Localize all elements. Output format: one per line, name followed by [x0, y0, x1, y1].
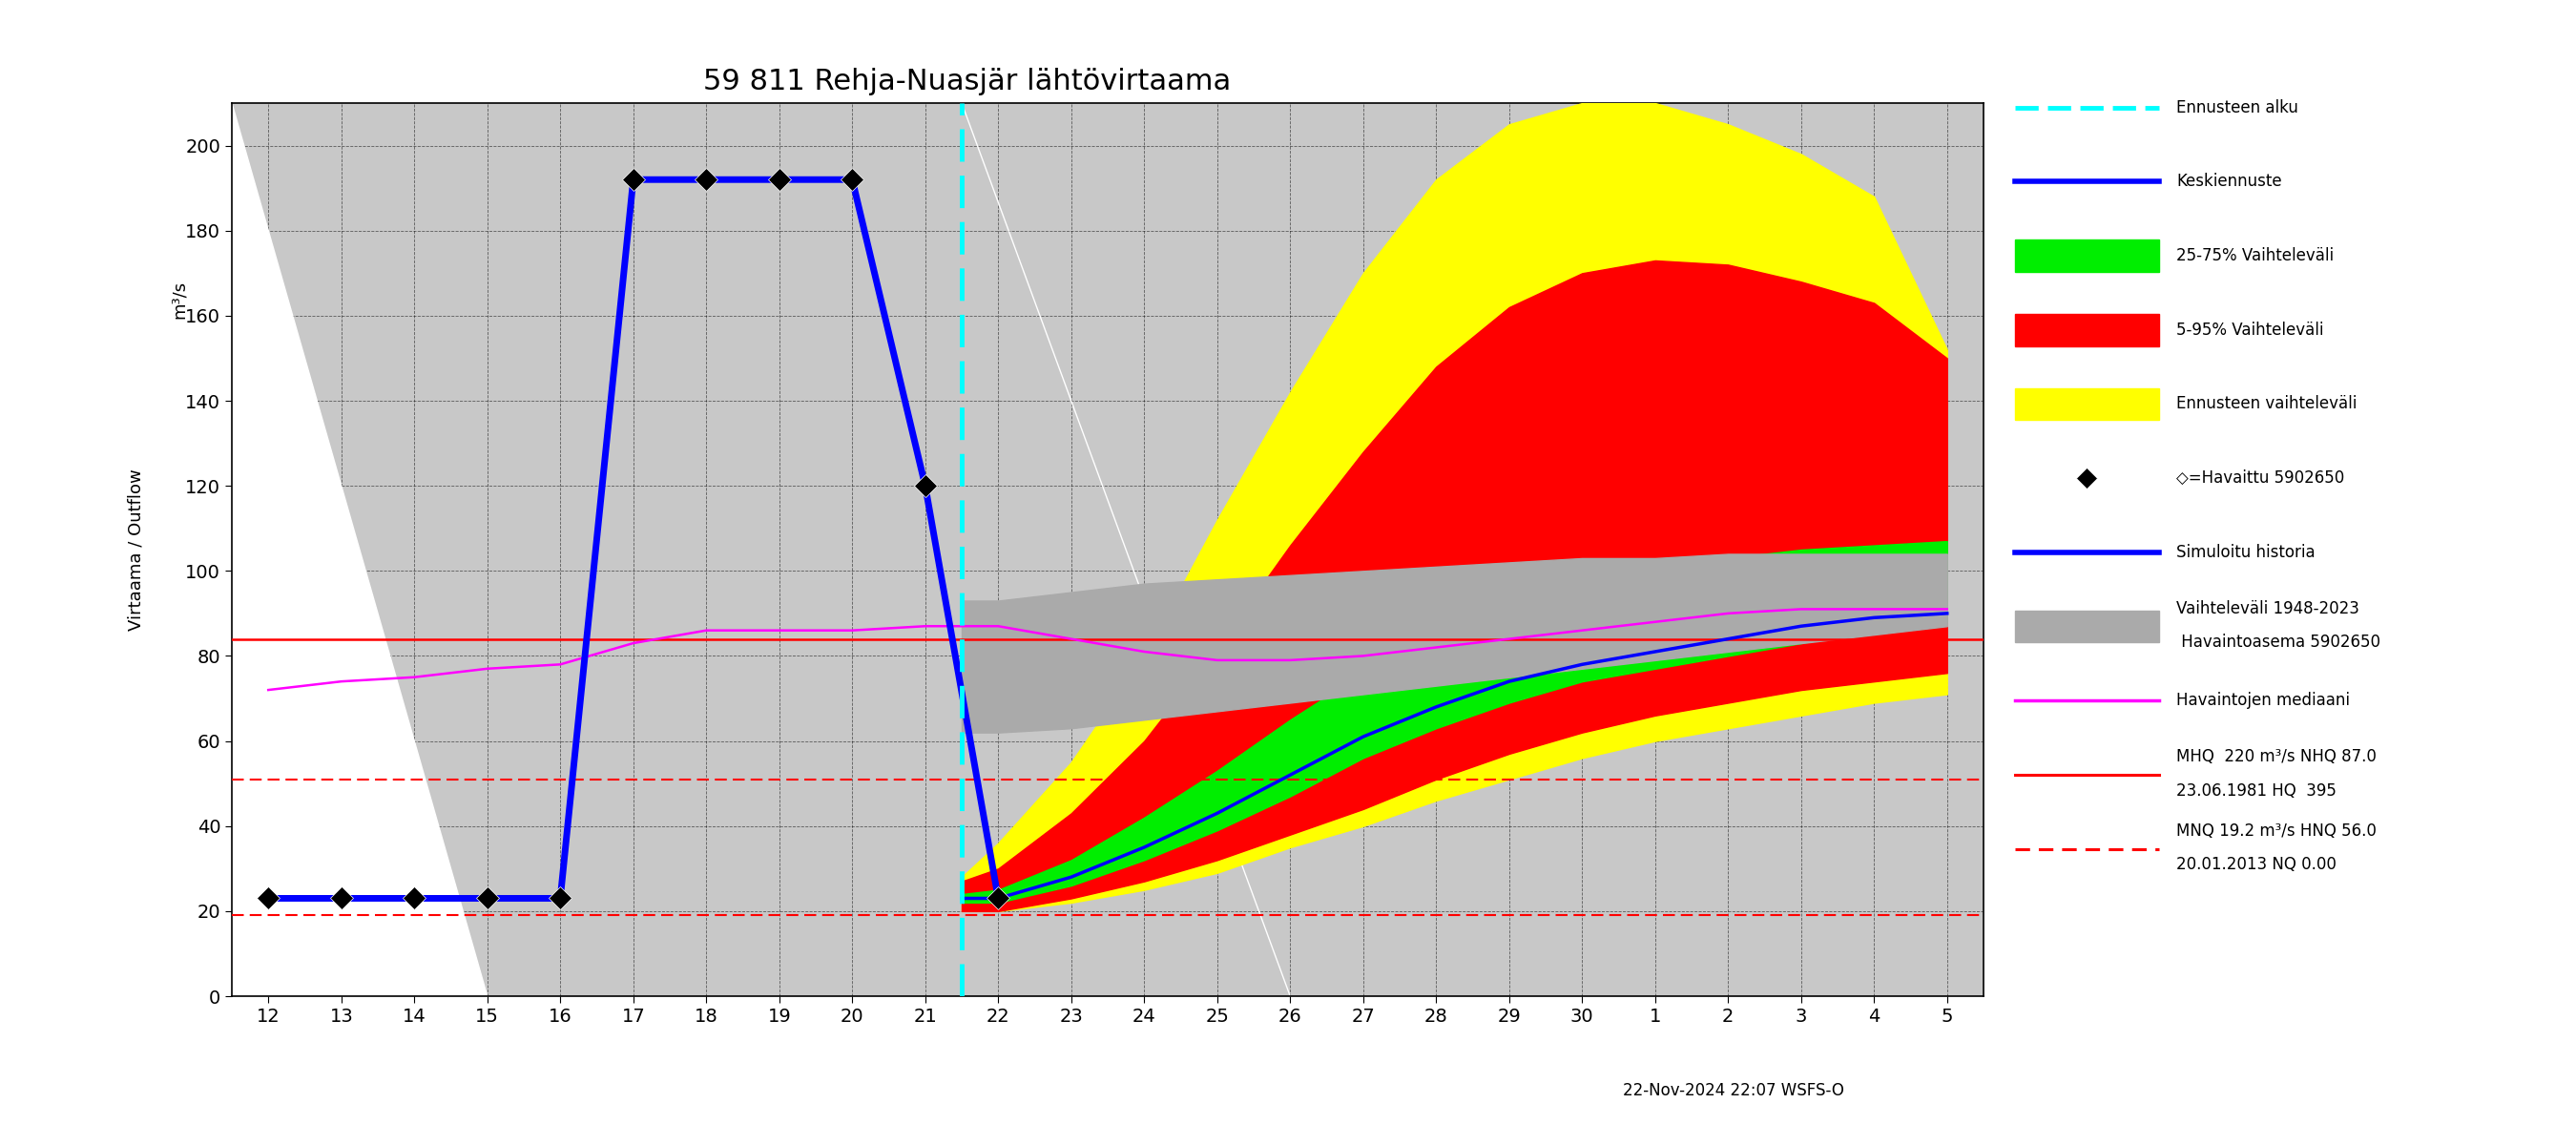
Text: MNQ 19.2 m³/s HNQ 56.0: MNQ 19.2 m³/s HNQ 56.0 [2177, 822, 2378, 839]
Text: Simuloitu historia: Simuloitu historia [2177, 544, 2316, 561]
Text: 23.06.1981 HQ  395: 23.06.1981 HQ 395 [2177, 782, 2336, 799]
Text: 5-95% Vaihteleväli: 5-95% Vaihteleväli [2177, 322, 2324, 339]
Text: 25-75% Vaihteleväli: 25-75% Vaihteleväli [2177, 247, 2334, 264]
Text: ◇=Havaittu 5902650: ◇=Havaittu 5902650 [2177, 469, 2344, 487]
Bar [2014, 314, 2159, 346]
Text: MHQ  220 m³/s NHQ 87.0: MHQ 220 m³/s NHQ 87.0 [2177, 748, 2378, 765]
Title: 59 811 Rehja-Nuasjär lähtövirtaama: 59 811 Rehja-Nuasjär lähtövirtaama [703, 68, 1231, 95]
Text: Virtaama / Outflow: Virtaama / Outflow [126, 468, 144, 631]
Text: Ennusteen vaihteleväli: Ennusteen vaihteleväli [2177, 395, 2357, 412]
Text: Ennusteen alku: Ennusteen alku [2177, 98, 2298, 116]
Bar [2014, 610, 2159, 642]
Text: Havaintoasema 5902650: Havaintoasema 5902650 [2177, 634, 2380, 652]
Polygon shape [961, 103, 1291, 996]
Bar [2014, 239, 2159, 271]
Text: 20.01.2013 NQ 0.00: 20.01.2013 NQ 0.00 [2177, 856, 2336, 874]
Text: Keskiennuste: Keskiennuste [2177, 173, 2282, 190]
Bar [2014, 388, 2159, 420]
Text: Vaihteleväli 1948-2023: Vaihteleväli 1948-2023 [2177, 600, 2360, 617]
Text: m³/s: m³/s [170, 281, 188, 318]
Text: Havaintojen mediaani: Havaintojen mediaani [2177, 692, 2349, 709]
Polygon shape [232, 103, 487, 996]
Text: 22-Nov-2024 22:07 WSFS-O: 22-Nov-2024 22:07 WSFS-O [1623, 1082, 1844, 1099]
